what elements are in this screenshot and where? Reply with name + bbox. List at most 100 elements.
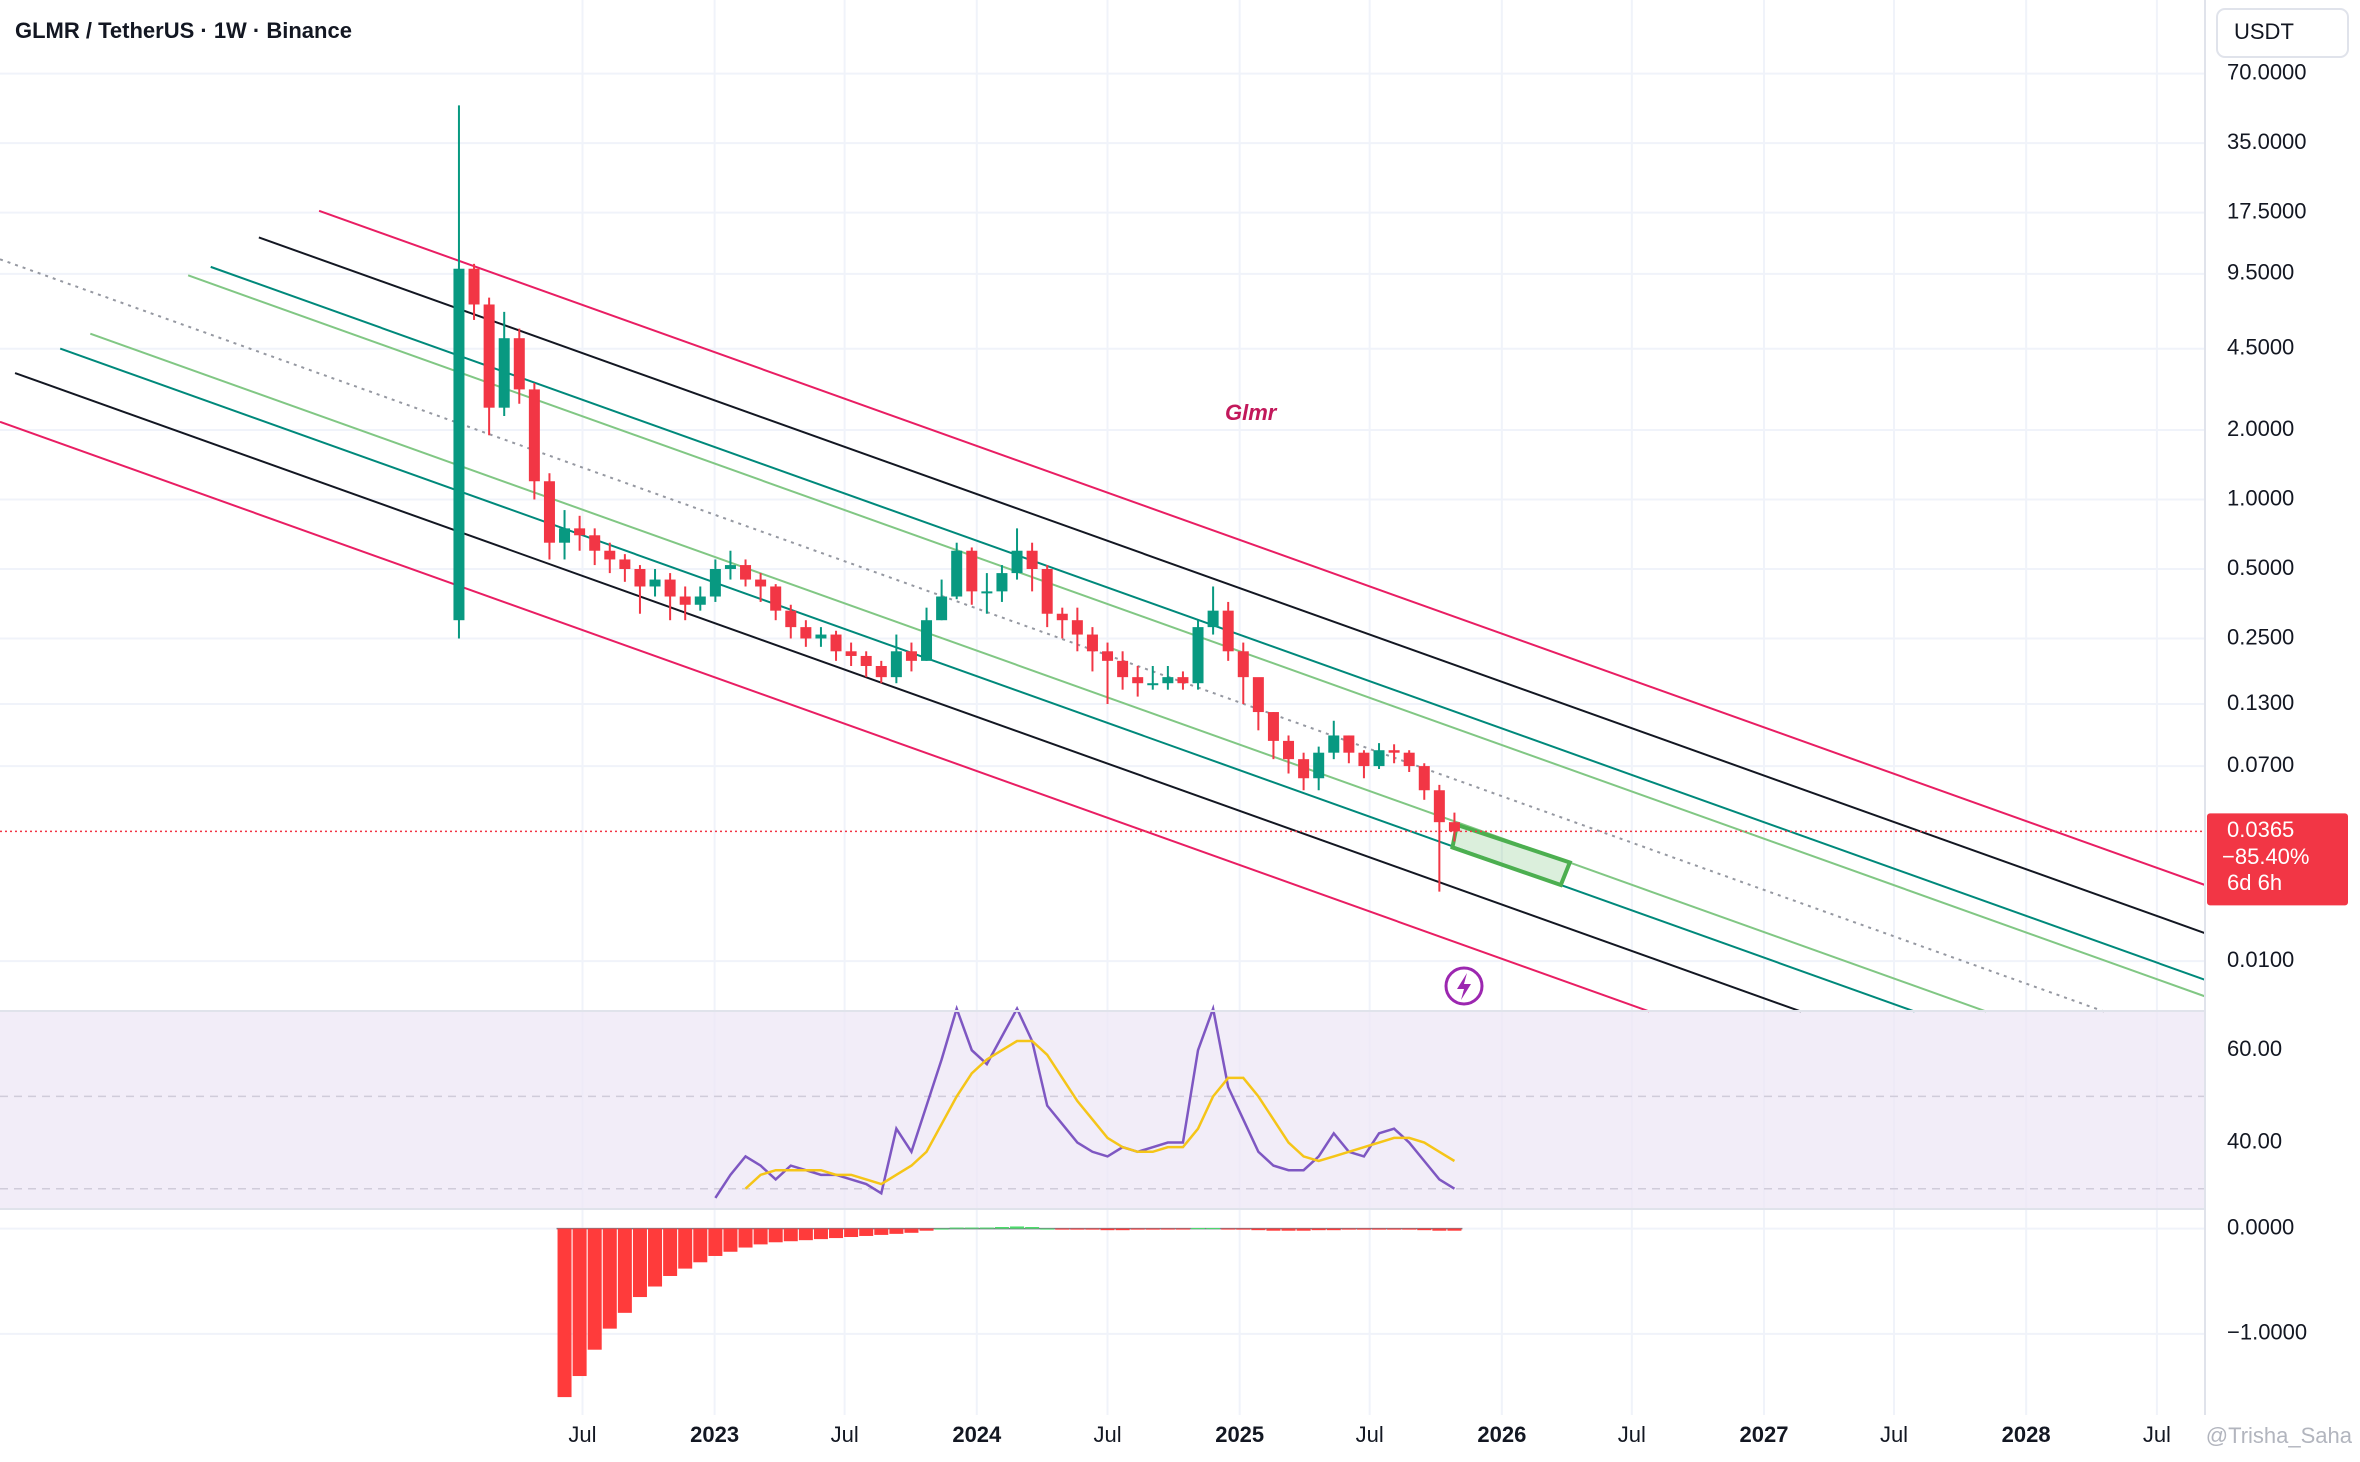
y-tick-label: 17.5000 xyxy=(2227,198,2307,223)
macd-histogram-bar xyxy=(1236,1228,1251,1230)
y-tick-label: 0.5000 xyxy=(2227,555,2294,580)
y-tick-label: 0.2500 xyxy=(2227,624,2294,649)
macd-histogram-bar xyxy=(1145,1228,1160,1230)
candle-body xyxy=(1267,712,1279,741)
alert-icon-bolt[interactable] xyxy=(1457,973,1471,1000)
alert-icon[interactable] xyxy=(1444,966,1484,1006)
candle-body xyxy=(664,579,676,597)
countdown-label: 6d 6h xyxy=(2227,870,2282,895)
candle-body xyxy=(966,550,978,592)
candle-body xyxy=(528,389,540,482)
candle-body xyxy=(921,620,933,661)
macd-histogram-bar xyxy=(889,1228,904,1234)
candle-body xyxy=(468,268,480,305)
x-tick-label: Jul xyxy=(1880,1422,1908,1447)
candle-body xyxy=(800,627,812,639)
y-tick-label: 1.0000 xyxy=(2227,485,2294,510)
x-tick-label: Jul xyxy=(831,1422,859,1447)
candle-body xyxy=(981,591,993,594)
macd-histogram-bar xyxy=(813,1228,828,1240)
x-tick-label: 2026 xyxy=(1477,1422,1526,1447)
macd-histogram-bar xyxy=(844,1228,859,1238)
channel-line xyxy=(258,236,2206,935)
candle-body xyxy=(1056,613,1068,621)
macd-histogram-bar xyxy=(859,1228,874,1236)
candle-body xyxy=(755,579,767,587)
candle-body xyxy=(1132,677,1144,684)
x-tick-label: 2023 xyxy=(690,1422,739,1447)
candle-body xyxy=(1147,683,1159,686)
macd-histogram-bar xyxy=(648,1228,663,1287)
candle-body xyxy=(634,569,646,587)
candle-body xyxy=(905,651,917,661)
candle-body xyxy=(860,655,872,666)
macd-histogram-bar xyxy=(1221,1228,1236,1230)
projection-box xyxy=(1450,822,1573,888)
candle-body xyxy=(543,481,555,543)
candle-body xyxy=(740,565,752,580)
candle-body xyxy=(709,569,721,597)
currency-button[interactable] xyxy=(2216,8,2349,58)
macd-histogram-bar xyxy=(602,1228,617,1329)
macd-histogram-bar xyxy=(1175,1228,1190,1230)
x-tick-label: Jul xyxy=(568,1422,596,1447)
macd-histogram-bar xyxy=(904,1228,919,1233)
candle-body xyxy=(483,304,495,408)
candle-body xyxy=(1207,610,1219,628)
macd-histogram-bar xyxy=(1040,1228,1055,1230)
x-tick-label: 2028 xyxy=(2002,1422,2051,1447)
candle-body xyxy=(1252,677,1264,713)
last-price-label: 0.0365 xyxy=(2227,817,2294,842)
candle-body xyxy=(453,268,465,621)
macd-histogram-bar xyxy=(617,1228,632,1313)
x-tick-label: 2025 xyxy=(1215,1422,1264,1447)
candle-body xyxy=(1313,752,1325,779)
macd-histogram-bar xyxy=(783,1228,798,1242)
channel-line xyxy=(59,347,1915,1013)
macd-histogram-bar xyxy=(678,1228,693,1269)
candle-body xyxy=(498,338,510,408)
candle-body xyxy=(1388,750,1400,753)
macd-histogram-bar xyxy=(557,1228,572,1398)
candle-body xyxy=(604,550,616,560)
candle-body xyxy=(1237,651,1249,678)
y-tick-label: 70.0000 xyxy=(2227,59,2307,84)
candle-body xyxy=(1298,759,1310,779)
candle-body xyxy=(559,528,571,543)
chart-title: GLMR / TetherUS · 1W · Binance xyxy=(15,18,352,43)
candle-body xyxy=(1071,620,1083,635)
candle-body xyxy=(1358,752,1370,767)
rsi-line xyxy=(744,1039,1456,1190)
annotation: Glmr xyxy=(1225,400,1278,425)
macd-histogram-bar xyxy=(1130,1228,1145,1230)
candle-body xyxy=(679,596,691,605)
y-tick-label: 2.0000 xyxy=(2227,416,2294,441)
candle-body xyxy=(1192,627,1204,684)
macd-histogram-bar xyxy=(1296,1228,1311,1231)
macd-histogram-bar xyxy=(1085,1228,1100,1230)
candle-body xyxy=(951,550,963,597)
rsi-pane-background xyxy=(0,1011,2205,1209)
macd-histogram-bar xyxy=(753,1228,768,1245)
macd-histogram-bar xyxy=(572,1228,587,1377)
currency-label[interactable]: USDT xyxy=(2234,19,2294,44)
x-tick-label: 2024 xyxy=(952,1422,1002,1447)
candle-body xyxy=(770,586,782,611)
last-price-box xyxy=(2207,813,2348,906)
candle-body xyxy=(830,634,842,652)
macd-histogram-bar xyxy=(874,1228,889,1235)
x-tick-label: 2027 xyxy=(1740,1422,1789,1447)
macd-histogram-bar xyxy=(723,1228,738,1252)
last-change-label: −85.40% xyxy=(2222,844,2309,869)
watermark: @Trisha_Saha xyxy=(2206,1423,2353,1448)
macd-histogram-bar xyxy=(1191,1228,1206,1230)
x-tick-label: Jul xyxy=(1618,1422,1646,1447)
macd-histogram-bar xyxy=(1432,1228,1447,1231)
candle-body xyxy=(1117,660,1129,678)
candle-body xyxy=(1403,752,1415,767)
candle-body xyxy=(815,634,827,639)
macd-histogram-bar xyxy=(829,1228,844,1239)
candle-body xyxy=(574,528,586,536)
candle-body xyxy=(1343,735,1355,753)
